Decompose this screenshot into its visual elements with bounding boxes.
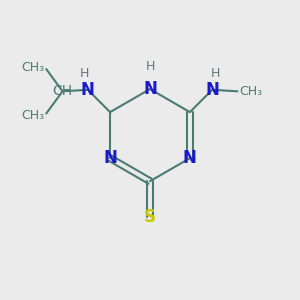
Text: CH₃: CH₃ <box>22 109 45 122</box>
Text: N: N <box>143 80 157 98</box>
Text: H: H <box>211 67 220 80</box>
Text: N: N <box>183 149 197 167</box>
Text: H: H <box>145 60 155 73</box>
Text: N: N <box>103 149 117 167</box>
Text: CH₃: CH₃ <box>22 61 45 74</box>
Text: H: H <box>80 67 89 80</box>
Text: N: N <box>205 81 219 99</box>
Text: CH₃: CH₃ <box>239 85 262 98</box>
Text: N: N <box>81 81 95 99</box>
Text: S: S <box>144 208 156 226</box>
Text: CH: CH <box>52 84 73 98</box>
